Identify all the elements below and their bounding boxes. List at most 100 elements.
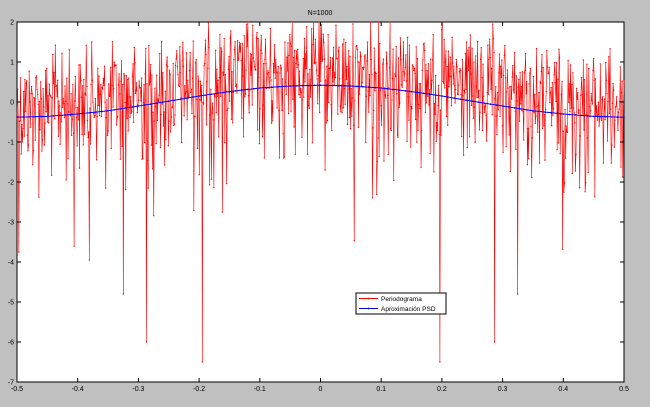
periodograma-point [406,36,409,39]
periodograma-point [385,51,388,53]
periodograma-point [227,107,229,110]
periodograma-point [286,70,289,72]
periodograma-point [362,66,364,69]
periodograma-point [222,74,225,77]
periodograma-point [248,112,250,114]
periodograma-point [459,69,462,72]
periodograma-point [234,41,236,43]
periodograma-point [84,94,87,96]
periodograma-point [310,28,313,30]
periodograma-point [53,118,56,120]
periodograma-point [329,56,332,59]
periodograma-point [95,159,98,161]
x-tick-label: 0.5 [619,386,629,393]
periodograma-point [378,155,380,158]
periodograma-point [482,63,484,65]
periodograma-point [486,91,488,94]
periodograma-point [47,95,49,97]
periodograma-point [356,48,358,51]
periodograma-point [572,107,575,109]
periodograma-point [63,116,66,119]
periodograma-point [519,71,521,74]
periodograma-point [253,65,256,68]
periodograma-point [109,95,111,97]
periodograma-point [311,142,313,144]
periodograma-point [166,56,168,58]
periodograma-point [560,114,562,116]
periodograma-point [423,42,425,45]
periodograma-point [134,62,136,64]
periodograma-point [337,113,339,115]
periodograma-point [502,74,505,77]
psd-point [313,84,316,87]
periodograma-point [194,62,197,64]
periodograma-point [314,38,317,41]
periodograma-point [586,63,588,66]
periodograma-point [226,109,228,111]
periodograma-point [477,96,479,98]
periodograma-point [16,118,18,120]
periodograma-point [41,150,43,152]
psd-point [507,106,510,108]
periodograma-point [202,101,204,103]
periodograma-point [143,141,146,144]
periodograma-point [397,136,399,138]
periodograma-point [604,118,606,121]
periodograma-point [621,80,623,82]
periodograma-point [498,53,501,55]
periodograma-point [481,129,484,132]
periodograma-point [167,145,169,147]
periodograma-point [120,60,123,62]
periodograma-point [305,67,307,70]
periodograma-point [62,97,64,100]
periodograma-point [239,43,242,45]
psd-point [89,111,91,114]
periodograma-point [74,75,77,78]
periodograma-point [85,44,87,47]
periodograma-point [196,98,198,101]
psd-point [404,90,407,92]
periodograma-point [106,134,109,137]
periodograma-point [54,44,56,46]
periodograma-point [561,248,564,250]
periodograma-point [203,65,205,67]
periodograma-point [366,41,369,43]
psd-point [489,103,492,105]
periodograma-point [451,62,454,64]
periodograma-point [153,120,156,122]
periodograma-point [74,100,76,102]
periodograma-point [620,166,622,168]
periodograma-point [67,111,70,113]
periodograma-point [309,68,311,71]
periodograma-point [218,76,221,79]
periodograma-point [363,66,365,68]
psd-point [149,103,152,105]
periodograma-point [27,150,29,152]
periodograma-point [334,76,337,79]
periodograma-point [131,75,134,77]
periodograma-point [186,118,188,121]
periodograma-point [346,65,348,68]
periodograma-point [169,73,171,76]
periodograma-point [554,61,556,64]
periodograma-point [103,65,106,68]
periodograma-point [29,101,31,103]
periodograma-point [550,86,552,89]
x-tick-label: 0.2 [437,386,447,393]
psd-point [107,110,109,112]
periodograma-point [84,92,86,95]
periodograma-point [190,88,193,90]
periodograma-point [476,40,479,43]
periodograma-point [185,52,188,54]
periodograma-point [207,22,210,24]
periodograma-point [406,140,408,143]
periodograma-point [609,48,611,50]
periodograma-point [214,49,217,52]
periodograma-point [607,100,609,103]
periodograma-point [499,65,502,68]
legend-label-periodograma: Periodograma [381,296,422,303]
periodograma-point [386,94,389,97]
periodograma-point [366,60,368,62]
periodograma-point [191,77,194,80]
periodograma-point [481,76,483,79]
